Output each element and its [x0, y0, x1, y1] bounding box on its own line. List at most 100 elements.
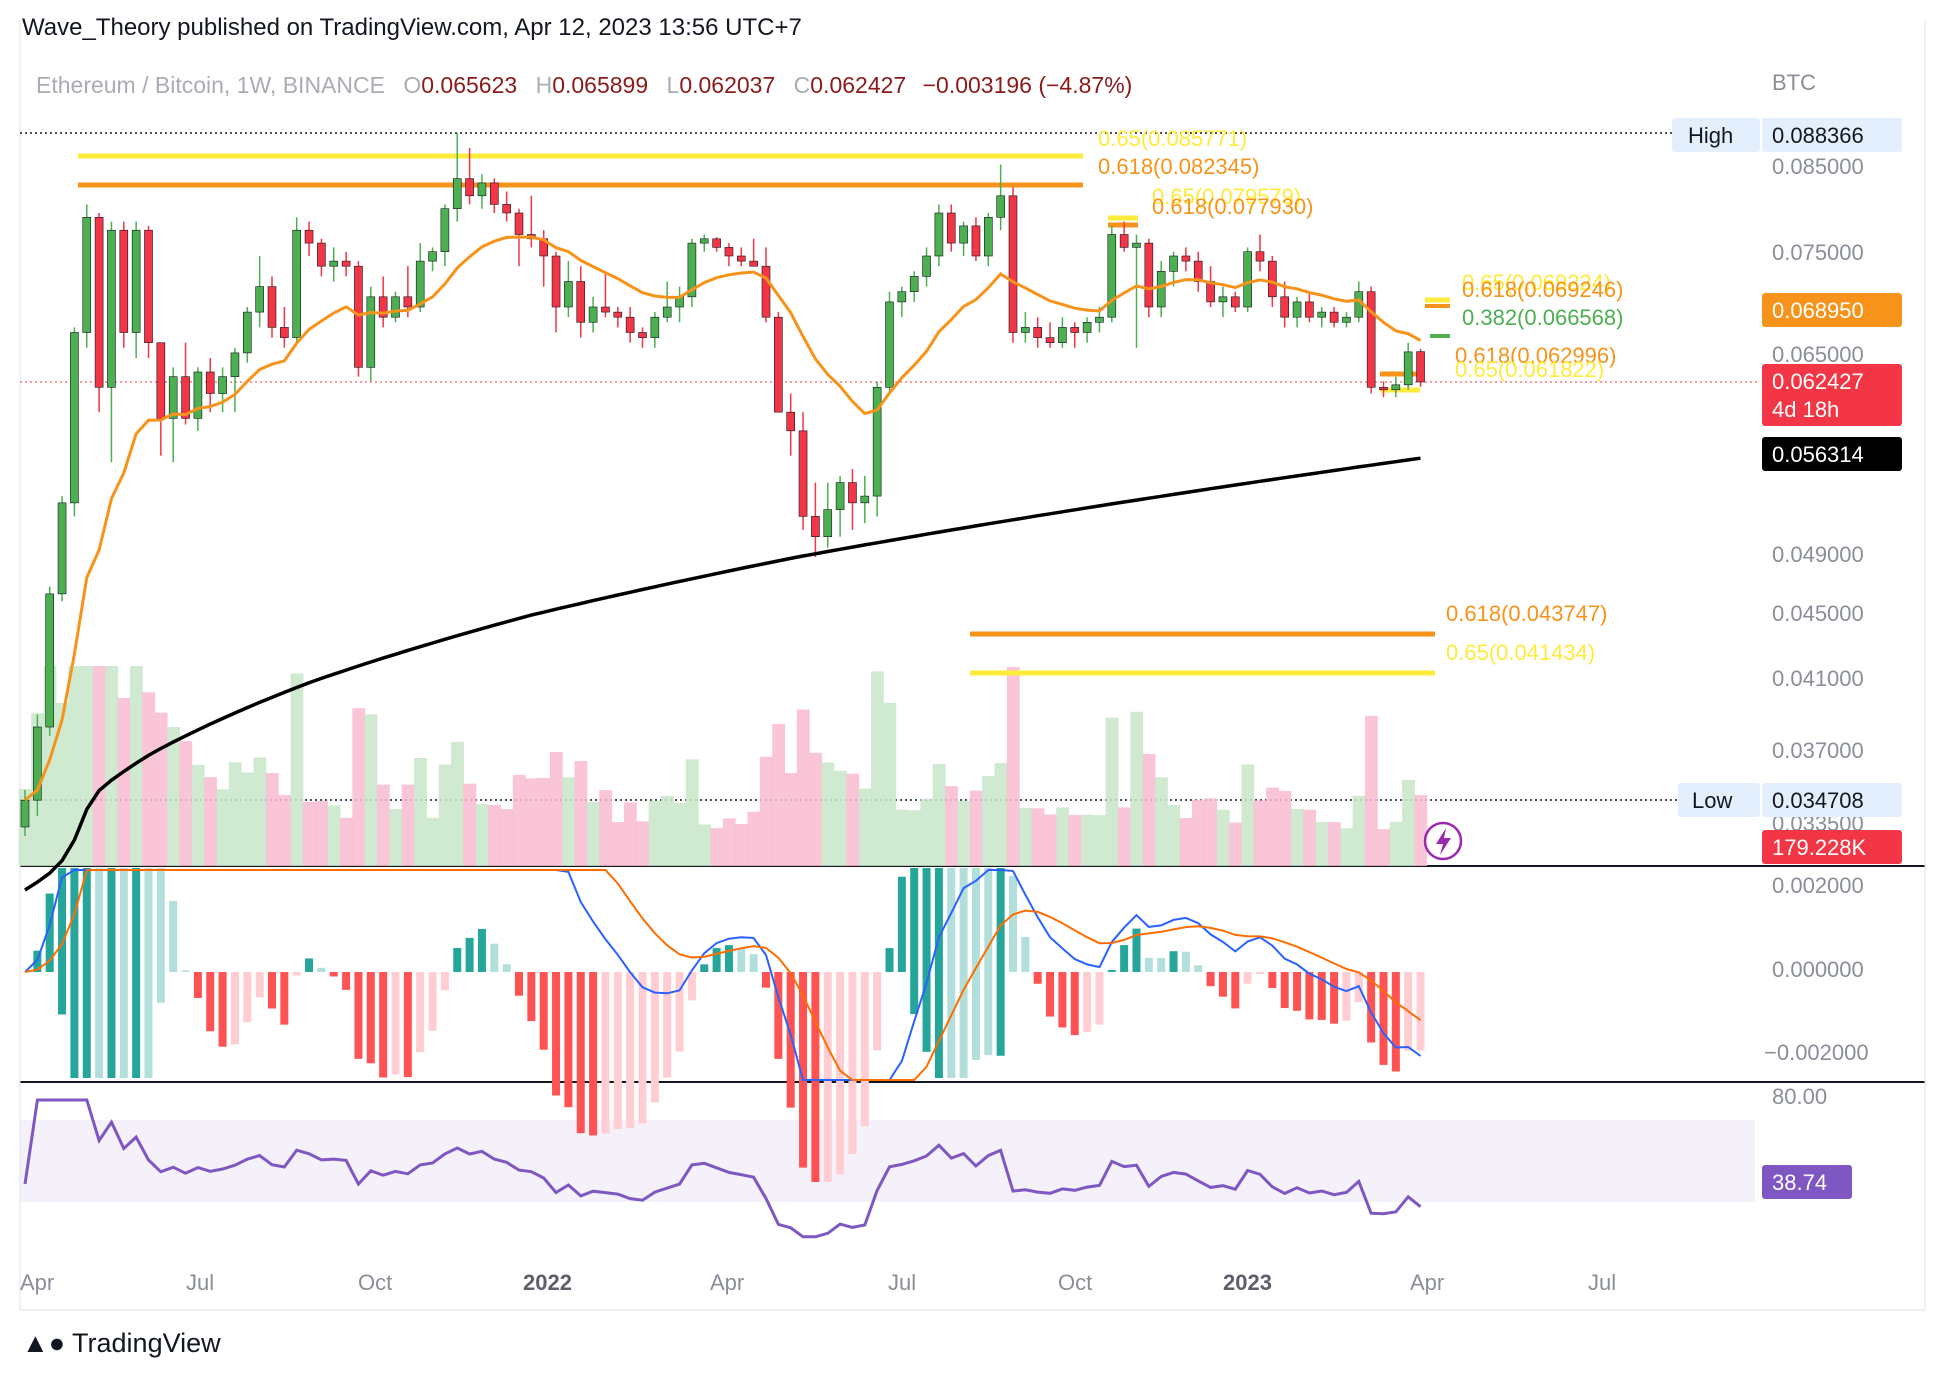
close-value: 0.062427	[810, 72, 907, 98]
macd-histogram-bar	[638, 972, 647, 1124]
volume-bar	[352, 708, 366, 866]
candle-body	[452, 178, 462, 210]
price-axis[interactable]: BTC 0.085000 0.075000 0.065000 0.049000 …	[1672, 70, 1902, 864]
volume-bar	[1068, 814, 1082, 866]
macd-histogram-bar	[1107, 970, 1116, 972]
candle-body	[786, 411, 796, 432]
volume-bar	[1303, 809, 1317, 866]
candle-body	[613, 311, 623, 318]
volume-bar	[414, 758, 427, 866]
volume-bar	[364, 714, 378, 866]
candle-body	[1255, 251, 1265, 262]
volume-bar	[1117, 807, 1131, 866]
macd-histogram-bar	[515, 972, 523, 996]
candle-body	[20, 799, 30, 828]
volume-bar	[1056, 807, 1070, 866]
published-text: Wave_Theory published on TradingView.com…	[22, 14, 802, 41]
time-tick: Jul	[1588, 1270, 1616, 1295]
price-tick: 0.075000	[1772, 240, 1864, 265]
macd-histogram-bar	[1305, 972, 1314, 1020]
macd-histogram-bar	[490, 943, 499, 972]
volume-bar	[315, 800, 329, 866]
candle-body	[391, 296, 400, 318]
time-tick: Oct	[1058, 1270, 1092, 1295]
volume-bar	[932, 764, 946, 866]
macd-histogram-bar	[255, 972, 264, 998]
volume-bar	[129, 666, 143, 866]
macd-histogram-bar	[576, 972, 585, 1134]
candle-body	[1144, 242, 1154, 308]
candle-body	[601, 306, 610, 313]
volume-bar	[302, 801, 316, 866]
macd-histogram-bar	[169, 900, 178, 972]
volume-bar	[1364, 715, 1378, 866]
volume-bar	[685, 759, 699, 866]
rsi-tick: 80.00	[1772, 1084, 1827, 1109]
candle-body	[1107, 234, 1117, 318]
lightning-icon[interactable]	[1423, 821, 1463, 861]
candle-body	[317, 242, 326, 267]
candle-body	[934, 212, 944, 257]
candle-body	[736, 255, 746, 262]
candle-body	[971, 225, 981, 257]
rsi-value-tag	[1762, 1165, 1852, 1199]
candle-body	[1218, 296, 1228, 303]
volume-bar	[1031, 808, 1045, 866]
macd-histogram-bar	[119, 868, 128, 1078]
macd-histogram-bar	[836, 972, 845, 1175]
macd-histogram-bar	[552, 972, 561, 1096]
volume-bar	[278, 795, 292, 866]
candle-body	[1132, 242, 1141, 248]
candle-body	[897, 291, 907, 303]
candle-body	[860, 495, 870, 504]
tradingview-brand[interactable]: ▲● TradingView	[22, 1328, 221, 1359]
candle-body	[687, 242, 697, 298]
fib-label: 0.618(0.069246)	[1462, 277, 1623, 302]
volume-bar	[1327, 822, 1341, 866]
candle-body	[551, 255, 561, 308]
sma-value-tag	[1762, 437, 1902, 471]
volume-bar	[265, 773, 279, 866]
open-label: O	[403, 72, 422, 98]
price-tick: 0.037000	[1772, 738, 1864, 763]
volume-bar	[191, 764, 205, 866]
volume-bar	[821, 762, 835, 866]
macd-histogram-bar	[181, 970, 190, 972]
candle-body	[1119, 234, 1129, 248]
candle-body	[712, 238, 721, 248]
ema-50-line	[24, 235, 1422, 802]
time-axis[interactable]: Apr Jul Oct 2022 Apr Jul Oct 2023 Apr Ju…	[20, 1270, 1616, 1295]
candle-body	[428, 251, 437, 262]
ema-value: 0.068950	[1772, 298, 1864, 323]
volume-bar	[710, 828, 724, 866]
candle-body	[576, 281, 586, 323]
volume-bar	[475, 804, 489, 866]
candle-body	[1231, 296, 1240, 308]
macd-histogram-bar	[428, 972, 437, 1031]
volume-bar	[376, 784, 390, 866]
volume-bar	[451, 741, 464, 866]
macd-histogram-bar	[95, 868, 104, 1078]
volume-bar	[92, 666, 106, 866]
macd-histogram-bar	[626, 972, 635, 1128]
low-label: Low	[1692, 788, 1732, 813]
volume-bar	[1340, 828, 1354, 866]
macd-histogram-bar	[700, 964, 709, 972]
candle-body	[1416, 351, 1425, 383]
macd-histogram-bar	[675, 972, 684, 1052]
candle-body	[1045, 337, 1055, 344]
candle-body	[1070, 327, 1080, 333]
volume-bar	[698, 824, 711, 866]
macd-histogram-bar	[465, 937, 474, 972]
candle-body	[57, 502, 67, 595]
macd-histogram-bar	[440, 972, 449, 991]
ema-value-tag	[1762, 293, 1902, 327]
macd-histogram-bar	[477, 928, 486, 972]
macd-histogram-bar	[1095, 972, 1104, 1025]
volume-bar	[1377, 829, 1391, 866]
candle-body	[811, 516, 820, 537]
fib-label: 0.618(0.043747)	[1446, 601, 1607, 626]
macd-histogram-bar	[82, 868, 91, 1078]
volume-bar	[1290, 808, 1304, 866]
